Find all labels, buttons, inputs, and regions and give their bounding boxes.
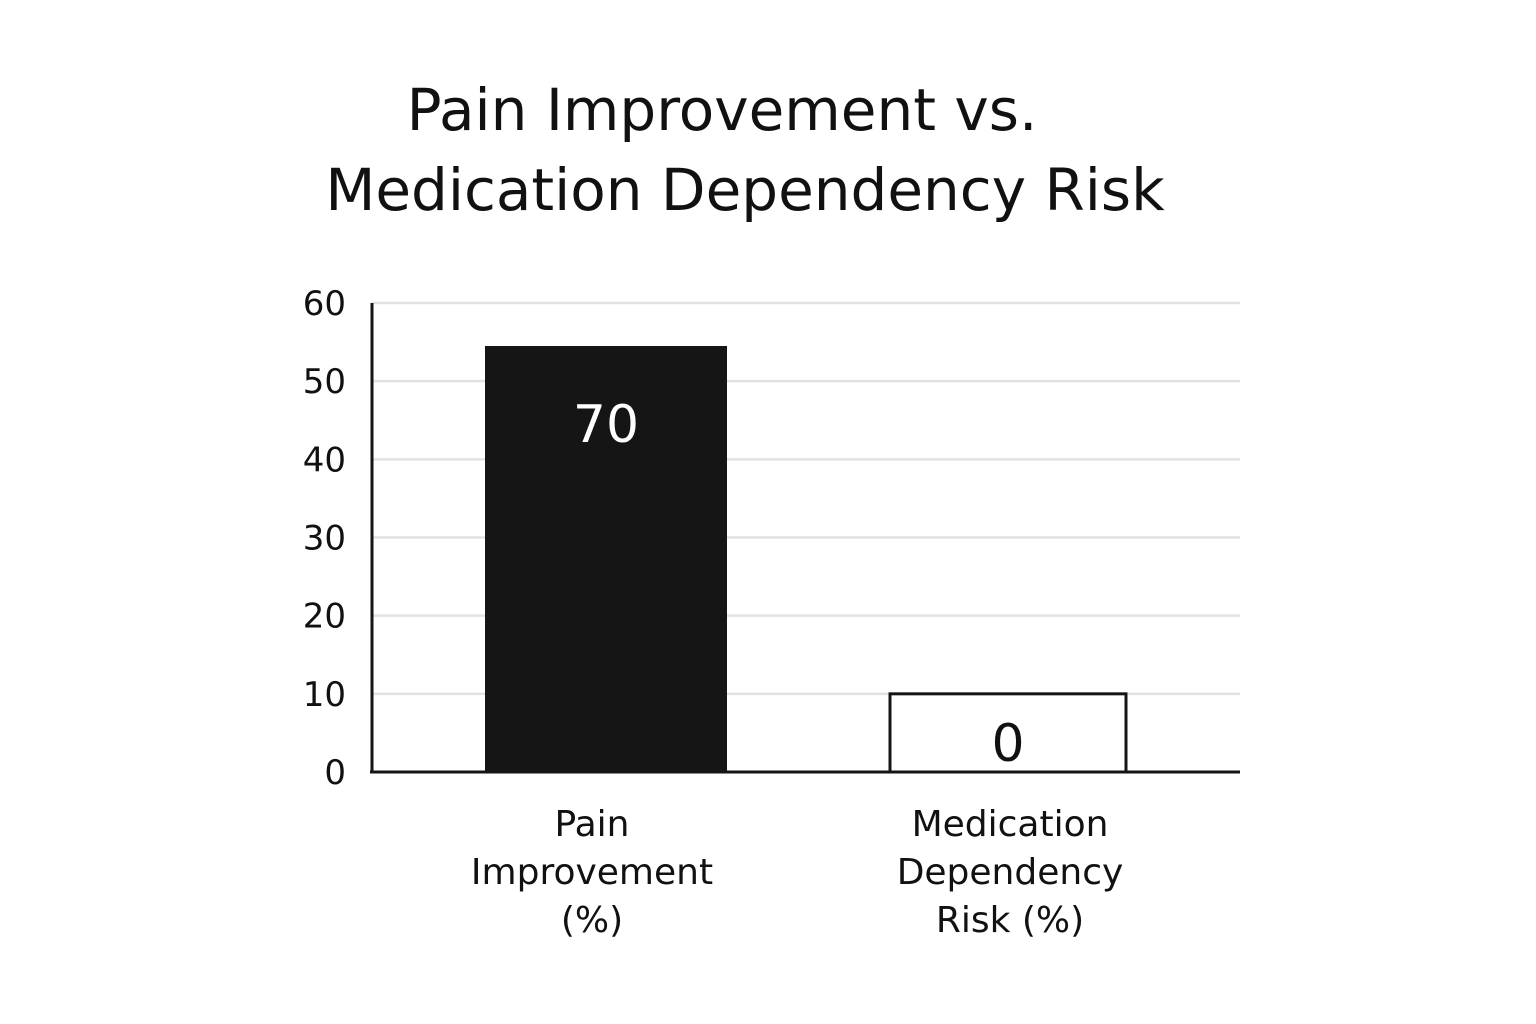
y-tick-label-30: 30: [303, 519, 346, 559]
x-category-label-1-line-0: Medication: [912, 804, 1109, 845]
x-category-label-0-line-1: Improvement: [471, 852, 713, 893]
x-category-label-1-line-2: Risk (%): [936, 900, 1084, 941]
y-tick-labels: 0 10 20 30 40 50 60: [303, 284, 346, 793]
x-category-label-1-line-1: Dependency: [897, 852, 1124, 893]
y-tick-label-10: 10: [303, 675, 346, 715]
y-tick-label-50: 50: [303, 362, 346, 402]
x-category-label-0: Pain Improvement (%): [471, 804, 713, 941]
y-tick-label-0: 0: [324, 753, 346, 793]
x-category-label-1: Medication Dependency Risk (%): [897, 804, 1124, 941]
bar-pain-improvement: [485, 345, 727, 772]
x-category-label-0-line-2: (%): [561, 900, 623, 941]
axes: [370, 303, 1240, 774]
bars: [485, 345, 1128, 774]
chart-title-line-1: Pain Improvement vs.: [407, 76, 1038, 144]
x-category-label-0-line-0: Pain: [555, 804, 630, 845]
y-tick-label-60: 60: [303, 284, 346, 324]
data-label-0: 70: [573, 395, 639, 455]
bar-medication-dependency-risk: [888, 692, 1128, 774]
data-label-1: 0: [991, 714, 1024, 774]
y-tick-label-40: 40: [303, 440, 346, 480]
chart-title: Pain Improvement vs. Medication Dependen…: [325, 76, 1165, 224]
data-labels: 70 0: [573, 395, 1025, 774]
y-tick-label-20: 20: [303, 597, 346, 637]
chart-title-line-2: Medication Dependency Risk: [325, 156, 1165, 224]
x-category-labels: Pain Improvement (%) Medication Dependency Ri…: [471, 804, 1123, 941]
